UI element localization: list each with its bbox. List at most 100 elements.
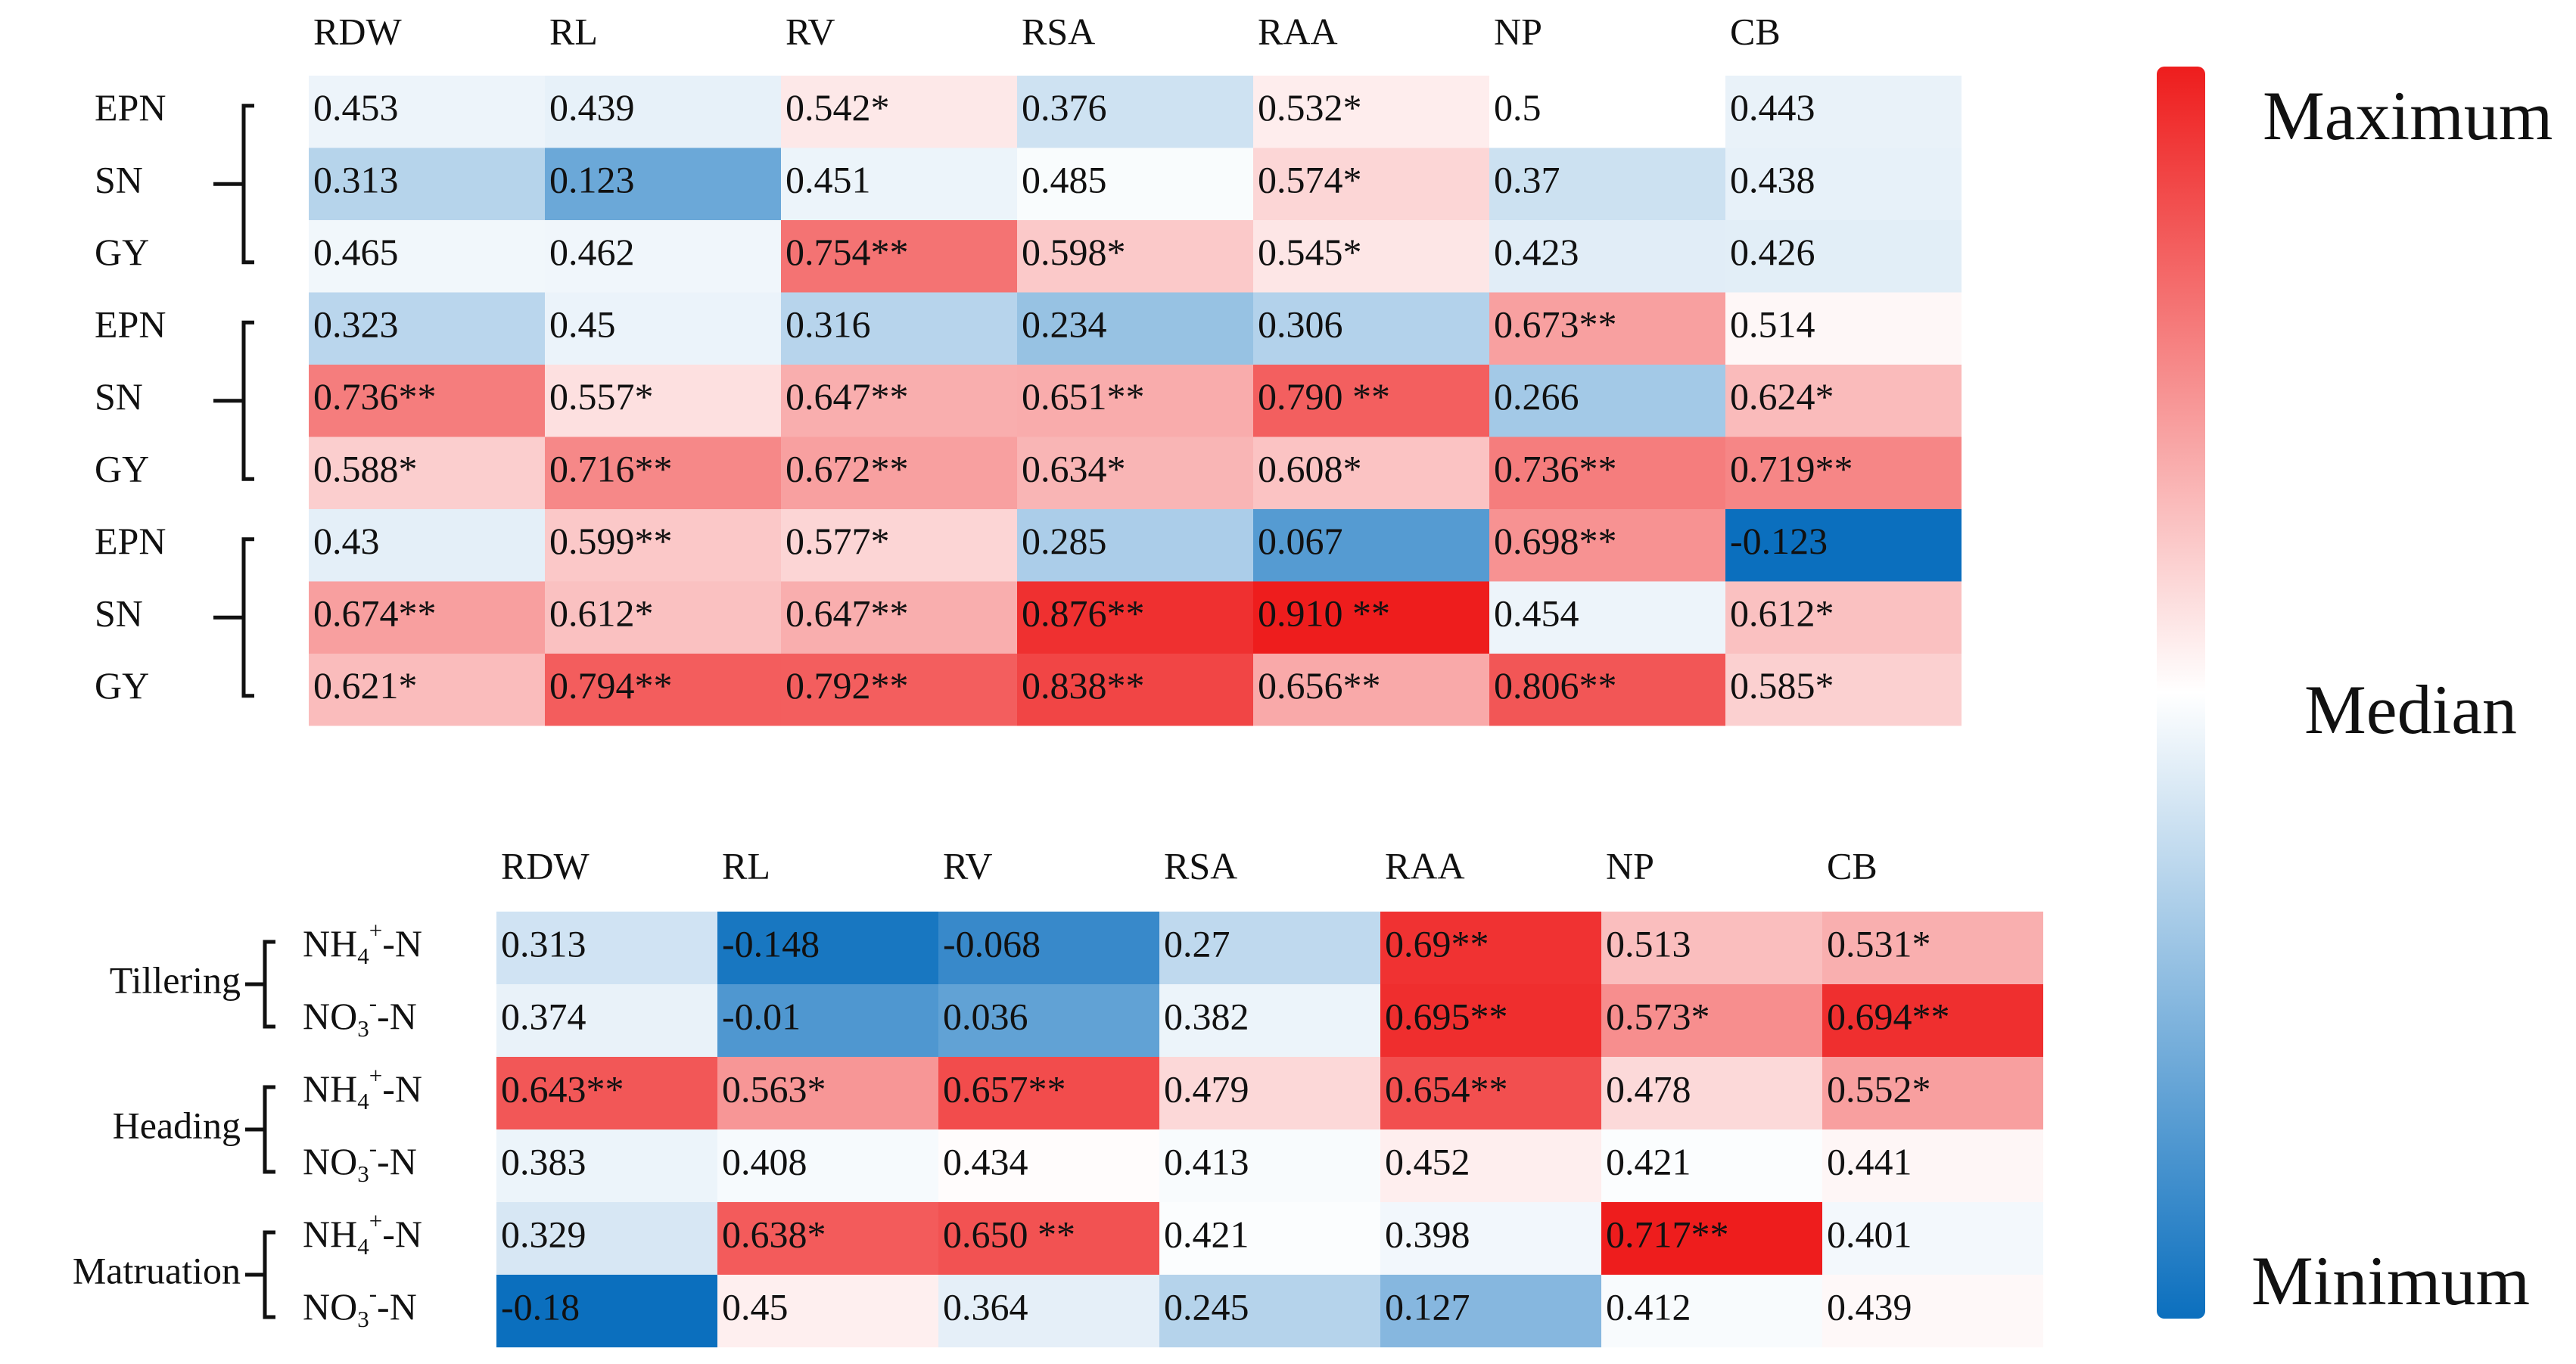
row-label-ion: NO3--N [303,1135,417,1187]
cell-value-label: 0.441 [1827,1140,1912,1182]
cell-value-label: 0.123 [549,159,635,201]
heatmap-cell [545,437,781,509]
heatmap-cell [545,148,781,220]
group-label-matruation: Matruation [73,1249,241,1291]
group-bracket [213,320,254,481]
legend-median-label: Median [2304,671,2518,748]
cell-value-label: 0.323 [313,303,399,346]
heatmap-cell [1489,437,1725,509]
heatmap-cell [1380,984,1601,1057]
heatmap-cell [1725,292,1962,365]
cell-value-label: 0.454 [1494,592,1579,635]
cell-value-label: 0.438 [1730,159,1815,201]
cell-value-label: 0.563* [722,1067,826,1110]
cell-value-label: 0.650 ** [943,1213,1075,1255]
heatmap-cell [938,1202,1159,1275]
column-header-raa: RAA [1385,844,1465,887]
cell-value-label: 0.452 [1385,1140,1470,1182]
cell-value-label: 0.694** [1827,995,1950,1037]
cell-value-label: 0.612* [1730,592,1834,635]
cell-value-label: 0.514 [1730,303,1815,346]
cell-value-label: 0.485 [1022,159,1107,201]
column-header-np: NP [1494,10,1542,52]
heatmap-cell [1380,1129,1601,1202]
row-label-gy: GY [95,664,149,707]
group-bracket [213,537,254,698]
cell-value-label: 0.45 [722,1285,789,1328]
column-header-rdw: RDW [313,10,402,52]
heatmap-cell [496,1129,717,1202]
heatmap-cell [545,292,781,365]
cell-value-label: 0.542* [786,86,890,129]
column-header-rsa: RSA [1164,844,1237,887]
heatmap-cell [938,984,1159,1057]
cell-value-label: 0.245 [1164,1285,1249,1328]
cell-value-label: 0.478 [1606,1067,1691,1110]
cell-value-label: 0.465 [313,231,399,273]
cell-value-label: -0.18 [501,1285,580,1328]
heatmap-cell [1822,1057,2043,1129]
column-header-rl: RL [722,844,770,887]
heatmap-cell [1489,509,1725,582]
cell-value-label: 0.408 [722,1140,807,1182]
heatmap-cell [717,912,938,984]
column-header-cb: CB [1827,844,1878,887]
row-label-ion: NH4+-N [303,917,422,969]
cell-value-label: 0.412 [1606,1285,1691,1328]
heatmap-cell [1489,292,1725,365]
heatmap-cell [717,1202,938,1275]
heatmap-cell [781,76,1017,148]
heatmap-cell [545,365,781,437]
column-header-rdw: RDW [501,844,590,887]
heatmap-cell [1822,1275,2043,1347]
cell-value-label: 0.647** [786,375,909,418]
heatmap-cell [545,76,781,148]
heatmap-cell [1725,220,1962,293]
cell-value-label: 0.413 [1164,1140,1249,1182]
cell-value-label: 0.545* [1258,231,1362,273]
cell-value-label: 0.585* [1730,664,1834,707]
cell-value-label: 0.443 [1730,86,1815,129]
heatmap-cell [309,76,545,148]
cell-value-label: 0.426 [1730,231,1815,273]
heatmap-cell [1253,437,1489,509]
cell-value-label: 0.673** [1494,303,1617,346]
cell-value-label: 0.754** [786,231,909,273]
cell-value-label: 0.45 [549,303,616,346]
cell-value-label: 0.531* [1827,922,1931,965]
heatmap-cell [781,220,1017,293]
cell-value-label: -0.068 [943,922,1041,965]
cell-value-label: 0.127 [1385,1285,1470,1328]
cell-value-label: 0.654** [1385,1067,1508,1110]
cell-value-label: 0.27 [1164,922,1230,965]
heatmap-cell [1489,76,1725,148]
row-label-ion: NH4+-N [303,1062,422,1114]
heatmap-cell [1017,220,1253,293]
heatmap-cell [1253,654,1489,726]
cell-value-label: 0.479 [1164,1067,1249,1110]
cell-value-label: 0.329 [501,1213,586,1255]
heatmap-cell [1489,148,1725,220]
cell-value-label: 0.557* [549,375,654,418]
cell-value-label: 0.790 ** [1258,375,1390,418]
heatmap-cell [1725,654,1962,726]
cell-value-label: -0.123 [1730,520,1828,562]
cell-value-label: 0.376 [1022,86,1107,129]
cell-value-label: 0.574* [1258,159,1362,201]
heatmap-cell [1253,148,1489,220]
cell-value-label: 0.423 [1494,231,1579,273]
heatmap-cell [545,220,781,293]
row-label-ion: NO3--N [303,1280,417,1332]
cell-value-label: 0.313 [313,159,399,201]
heatmap-cell [496,912,717,984]
row-label-ion: NO3--N [303,990,417,1042]
heatmap-cell [781,509,1017,582]
heatmap-cell [717,1057,938,1129]
cell-value-label: 0.876** [1022,592,1145,635]
cell-value-label: 0.698** [1494,520,1617,562]
cell-value-label: 0.421 [1164,1213,1249,1255]
cell-value-label: 0.838** [1022,664,1145,707]
heatmap-cell [781,148,1017,220]
heatmap-cell [545,581,781,654]
